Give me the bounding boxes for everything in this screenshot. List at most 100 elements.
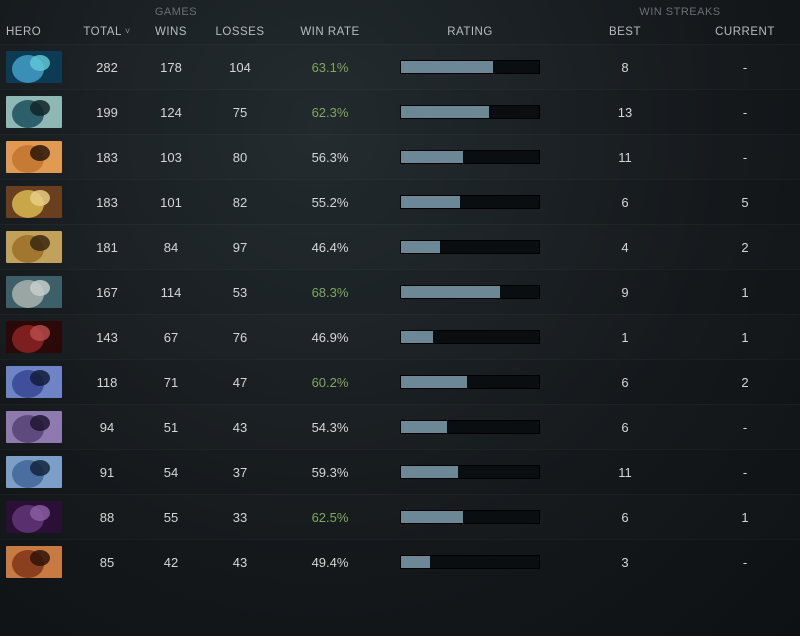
- cell-rating: [380, 285, 560, 299]
- cell-hero[interactable]: [0, 51, 72, 83]
- cell-best-streak: 6: [560, 420, 690, 435]
- cell-wins: 42: [142, 555, 200, 570]
- cell-losses: 47: [200, 375, 280, 390]
- cell-winrate: 49.4%: [280, 555, 380, 570]
- rating-bar-fill: [401, 466, 458, 478]
- cell-hero[interactable]: [0, 141, 72, 173]
- hero-portrait-icon: [6, 96, 62, 128]
- cell-current-streak: 1: [690, 285, 800, 300]
- cell-rating: [380, 375, 560, 389]
- rating-bar-fill: [401, 511, 463, 523]
- cell-rating: [380, 420, 560, 434]
- hero-portrait-icon: [6, 366, 62, 398]
- table-row[interactable]: 94 51 43 54.3% 6 -: [0, 404, 800, 449]
- cell-hero[interactable]: [0, 501, 72, 533]
- rating-bar: [400, 105, 540, 119]
- cell-total: 183: [72, 150, 142, 165]
- cell-total: 118: [72, 375, 142, 390]
- header-wins[interactable]: WINS: [142, 26, 200, 38]
- rating-bar: [400, 375, 540, 389]
- cell-wins: 84: [142, 240, 200, 255]
- cell-losses: 104: [200, 60, 280, 75]
- cell-hero[interactable]: [0, 546, 72, 578]
- cell-wins: 101: [142, 195, 200, 210]
- cell-best-streak: 9: [560, 285, 690, 300]
- cell-losses: 43: [200, 420, 280, 435]
- hero-portrait-icon: [6, 141, 62, 173]
- hero-portrait-icon: [6, 276, 62, 308]
- cell-total: 85: [72, 555, 142, 570]
- cell-current-streak: 1: [690, 330, 800, 345]
- table-row[interactable]: 91 54 37 59.3% 11 -: [0, 449, 800, 494]
- cell-hero[interactable]: [0, 96, 72, 128]
- cell-rating: [380, 195, 560, 209]
- cell-wins: 178: [142, 60, 200, 75]
- cell-winrate: 54.3%: [280, 420, 380, 435]
- header-best[interactable]: BEST: [560, 26, 690, 38]
- header-current[interactable]: CURRENT: [690, 26, 800, 38]
- cell-hero[interactable]: [0, 366, 72, 398]
- header-losses[interactable]: LOSSES: [200, 26, 280, 38]
- cell-best-streak: 11: [560, 150, 690, 165]
- rating-bar: [400, 555, 540, 569]
- table-row[interactable]: 183 101 82 55.2% 6 5: [0, 179, 800, 224]
- rows-container: 282 178 104 63.1% 8 - 199 124 75 62.3% 1…: [0, 44, 800, 584]
- cell-current-streak: -: [690, 105, 800, 120]
- header-group-games: GAMES: [72, 6, 280, 18]
- cell-current-streak: -: [690, 555, 800, 570]
- header-total[interactable]: TOTAL˅: [72, 26, 142, 38]
- table-row[interactable]: 181 84 97 46.4% 4 2: [0, 224, 800, 269]
- rating-bar-fill: [401, 151, 463, 163]
- header-group-winstreaks: WIN STREAKS: [560, 6, 800, 18]
- hero-portrait-icon: [6, 51, 62, 83]
- cell-best-streak: 8: [560, 60, 690, 75]
- header-winrate[interactable]: WIN RATE: [280, 26, 380, 38]
- cell-winrate: 56.3%: [280, 150, 380, 165]
- rating-bar: [400, 285, 540, 299]
- cell-best-streak: 3: [560, 555, 690, 570]
- header-row: HERO TOTAL˅ WINS LOSSES WIN RATE RATING …: [0, 20, 800, 44]
- cell-best-streak: 13: [560, 105, 690, 120]
- table-row[interactable]: 143 67 76 46.9% 1 1: [0, 314, 800, 359]
- rating-bar: [400, 195, 540, 209]
- cell-hero[interactable]: [0, 276, 72, 308]
- cell-wins: 54: [142, 465, 200, 480]
- cell-rating: [380, 330, 560, 344]
- cell-winrate: 62.3%: [280, 105, 380, 120]
- cell-rating: [380, 240, 560, 254]
- cell-losses: 97: [200, 240, 280, 255]
- cell-best-streak: 6: [560, 510, 690, 525]
- cell-winrate: 60.2%: [280, 375, 380, 390]
- hero-portrait-icon: [6, 231, 62, 263]
- cell-losses: 75: [200, 105, 280, 120]
- cell-hero[interactable]: [0, 456, 72, 488]
- table-row[interactable]: 167 114 53 68.3% 9 1: [0, 269, 800, 314]
- table-row[interactable]: 183 103 80 56.3% 11 -: [0, 134, 800, 179]
- cell-hero[interactable]: [0, 411, 72, 443]
- rating-bar-fill: [401, 376, 467, 388]
- hero-stats-table: GAMES WIN STREAKS HERO TOTAL˅ WINS LOSSE…: [0, 0, 800, 584]
- rating-bar: [400, 150, 540, 164]
- rating-bar: [400, 465, 540, 479]
- cell-total: 181: [72, 240, 142, 255]
- table-row[interactable]: 85 42 43 49.4% 3 -: [0, 539, 800, 584]
- header-hero[interactable]: HERO: [0, 26, 72, 38]
- cell-hero[interactable]: [0, 231, 72, 263]
- cell-current-streak: -: [690, 150, 800, 165]
- rating-bar-fill: [401, 286, 500, 298]
- cell-current-streak: -: [690, 465, 800, 480]
- cell-best-streak: 11: [560, 465, 690, 480]
- rating-bar-fill: [401, 421, 447, 433]
- table-row[interactable]: 282 178 104 63.1% 8 -: [0, 44, 800, 89]
- cell-current-streak: 2: [690, 240, 800, 255]
- cell-winrate: 46.9%: [280, 330, 380, 345]
- cell-rating: [380, 465, 560, 479]
- table-row[interactable]: 118 71 47 60.2% 6 2: [0, 359, 800, 404]
- cell-losses: 33: [200, 510, 280, 525]
- table-row[interactable]: 88 55 33 62.5% 6 1: [0, 494, 800, 539]
- cell-hero[interactable]: [0, 321, 72, 353]
- header-rating[interactable]: RATING: [380, 26, 560, 38]
- table-row[interactable]: 199 124 75 62.3% 13 -: [0, 89, 800, 134]
- cell-hero[interactable]: [0, 186, 72, 218]
- hero-portrait-icon: [6, 186, 62, 218]
